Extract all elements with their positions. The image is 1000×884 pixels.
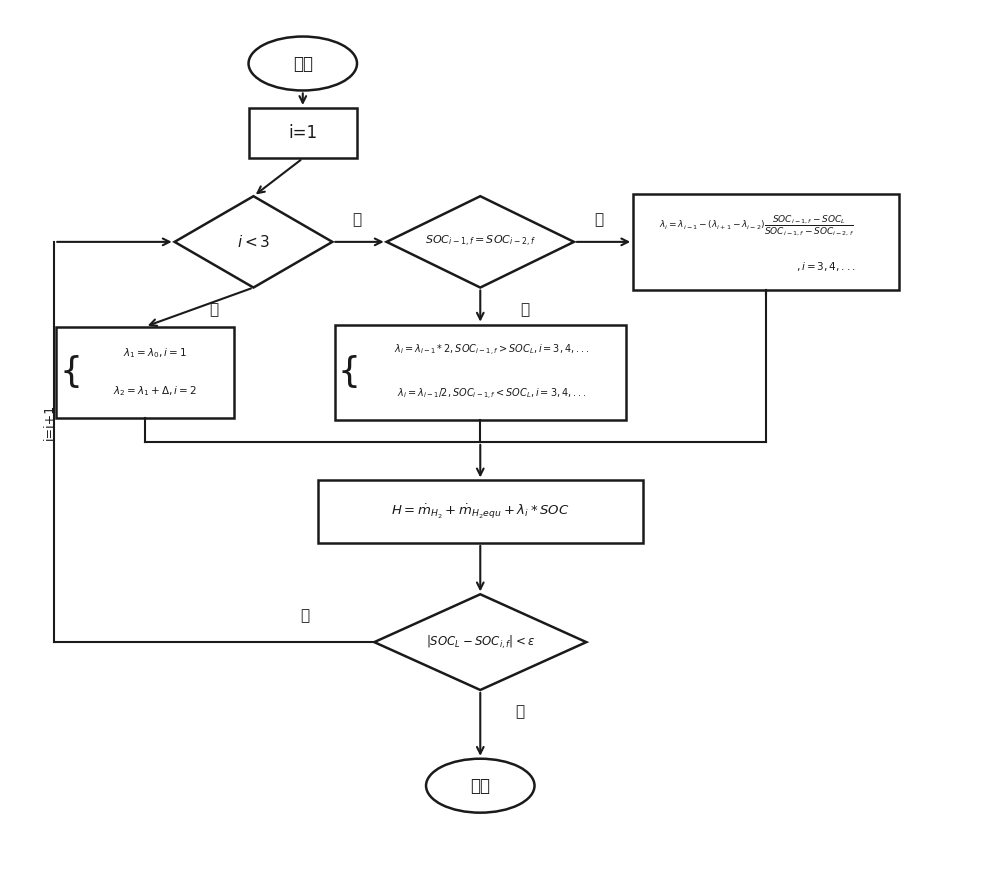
Text: 是: 是 xyxy=(209,301,219,316)
Text: $|SOC_L-SOC_{i,f}|<\varepsilon$: $|SOC_L-SOC_{i,f}|<\varepsilon$ xyxy=(426,634,535,651)
Text: $\lambda_i=\lambda_{i-1}/2,SOC_{i-1,f}<SOC_L,i=3,4,...$: $\lambda_i=\lambda_{i-1}/2,SOC_{i-1,f}<S… xyxy=(397,386,587,401)
Text: i=1: i=1 xyxy=(288,124,317,142)
Text: {: { xyxy=(338,355,361,389)
Text: $SOC_{i-1,f}=SOC_{i-2,f}$: $SOC_{i-1,f}=SOC_{i-2,f}$ xyxy=(425,234,536,249)
Text: 开始: 开始 xyxy=(293,55,313,72)
Text: 是: 是 xyxy=(515,705,524,720)
Text: 否: 否 xyxy=(594,213,603,227)
Text: $\lambda_1=\lambda_0,i=1$: $\lambda_1=\lambda_0,i=1$ xyxy=(123,347,187,360)
Text: 结束: 结束 xyxy=(470,777,490,795)
Text: $,i=3,4,...$: $,i=3,4,...$ xyxy=(796,260,855,273)
Text: i=i+1: i=i+1 xyxy=(43,404,56,440)
Text: 否: 否 xyxy=(352,213,362,227)
Text: {: { xyxy=(59,355,82,389)
Text: $\lambda_2=\lambda_1+\Delta,i=2$: $\lambda_2=\lambda_1+\Delta,i=2$ xyxy=(113,385,197,399)
Text: $H=\dot{m}_{H_2}+\dot{m}_{H_2equ}+\lambda_i*SOC$: $H=\dot{m}_{H_2}+\dot{m}_{H_2equ}+\lambd… xyxy=(391,502,569,521)
Text: 否: 否 xyxy=(301,608,310,623)
Text: $i<3$: $i<3$ xyxy=(237,234,270,250)
Text: $\lambda_i=\lambda_{i-1}-(\lambda_{i+1}-\lambda_{i-2})\dfrac{SOC_{i-1,f}-SOC_L}{: $\lambda_i=\lambda_{i-1}-(\lambda_{i+1}-… xyxy=(659,214,854,239)
Text: $\lambda_i=\lambda_{i-1}*2,SOC_{i-1,f}>SOC_L,i=3,4,...$: $\lambda_i=\lambda_{i-1}*2,SOC_{i-1,f}>S… xyxy=(394,343,590,358)
Text: 是: 是 xyxy=(520,301,529,316)
